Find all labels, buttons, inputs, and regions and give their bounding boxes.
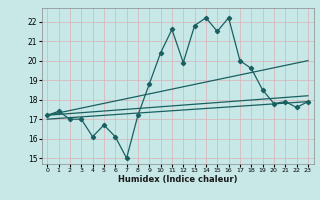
- X-axis label: Humidex (Indice chaleur): Humidex (Indice chaleur): [118, 175, 237, 184]
